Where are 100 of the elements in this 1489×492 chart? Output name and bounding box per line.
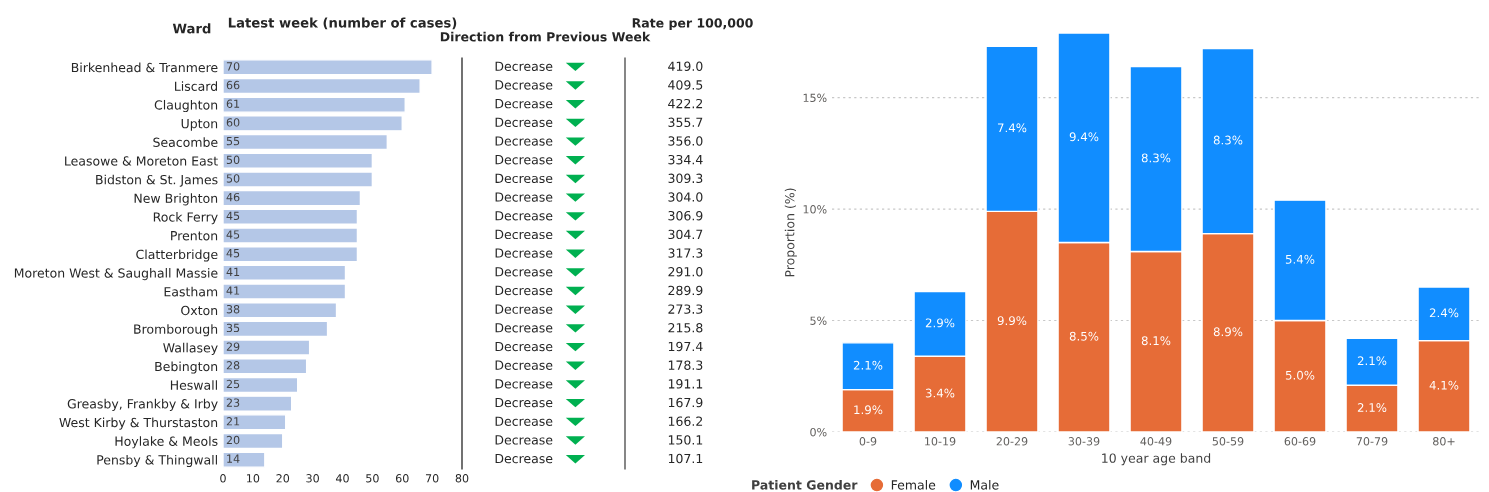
data-label: 2.1% [1357, 356, 1387, 366]
y-tick-label: Bebington [155, 361, 218, 374]
text: Decrease [495, 360, 553, 370]
text: 291.0 [668, 267, 703, 277]
data-label: 23 [226, 398, 240, 407]
data-label: 8.1% [1141, 336, 1171, 346]
data-label: 60 [226, 118, 240, 127]
bar [223, 414, 287, 431]
text: 273.3 [668, 304, 703, 314]
data-label: 50 [226, 174, 240, 183]
x-tick-label: 80+ [1433, 437, 1455, 446]
text: 166.2 [668, 416, 703, 426]
y-tick-label: 10% [803, 205, 827, 214]
bar [223, 245, 359, 263]
x-tick-label: 80 [455, 474, 469, 483]
y-tick-label: New Brighton [134, 193, 218, 206]
data-label: 7.4% [997, 123, 1027, 133]
y-tick-label: 0% [810, 427, 827, 437]
bar [223, 320, 329, 338]
data-label: 5.4% [1285, 254, 1315, 264]
text: 191.1 [668, 379, 703, 389]
data-label: 8.3% [1213, 135, 1243, 145]
legend-title: Patient Gender [752, 479, 858, 490]
data-label: 61 [226, 99, 240, 108]
text: Decrease [495, 416, 553, 426]
x-tick-label: 60 [395, 474, 409, 483]
data-label: 29 [226, 342, 240, 351]
y-tick-label: Seacombe [153, 137, 218, 147]
x-tick-label: 0-9 [859, 437, 877, 446]
text: 289.9 [668, 285, 703, 296]
data-label: 8.9% [1213, 327, 1243, 337]
text: Decrease [495, 267, 553, 277]
bar [223, 189, 362, 207]
data-label: 55 [226, 137, 240, 146]
data-label: 2.1% [853, 360, 883, 370]
text: Decrease [495, 61, 553, 71]
y-tick-label: Bidston & St. James [96, 174, 218, 187]
data-label: 2.9% [925, 318, 955, 328]
y-tick-label: Prenton [171, 231, 218, 241]
bar [223, 339, 311, 356]
bar [223, 115, 403, 132]
text: 107.1 [668, 453, 703, 464]
bar [223, 152, 374, 169]
text: 197.4 [668, 341, 703, 352]
text: 215.8 [668, 323, 703, 333]
data-label: 9.4% [1069, 132, 1099, 142]
text: Decrease [495, 397, 553, 408]
data-label: 45 [226, 211, 240, 221]
y-axis-title: Proportion (%) [784, 188, 797, 277]
x-tick-label: 40 [335, 474, 349, 483]
x-tick-label: 20-29 [996, 437, 1028, 446]
x-tick-label: 0 [220, 474, 226, 483]
y-tick-label: Clatterbridge [136, 249, 218, 262]
data-label: 35 [226, 323, 240, 333]
text: 422.2 [668, 98, 703, 109]
bar [223, 302, 338, 319]
x-tick-label: 30-39 [1068, 437, 1100, 446]
data-label: 41 [226, 267, 240, 276]
text: 334.4 [668, 154, 703, 165]
text: 304.7 [668, 229, 703, 240]
y-tick-label: Bromborough [134, 324, 218, 337]
data-label: 46 [226, 192, 240, 202]
data-label: 3.4% [925, 388, 955, 398]
y-tick-label: Leasowe & Moreton East [65, 156, 218, 166]
bar [223, 133, 389, 151]
text: Decrease [495, 229, 553, 240]
text: Decrease [495, 341, 553, 352]
text: Decrease [495, 454, 553, 464]
text: Decrease [495, 379, 553, 389]
y-tick-label: Liscard [175, 81, 217, 91]
data-label: 8.3% [1141, 153, 1171, 163]
y-tick-label: Eastham [164, 286, 218, 297]
y-tick-label: Heswall [170, 380, 217, 390]
text: 304.0 [668, 192, 703, 202]
x-tick-label: 20 [276, 474, 290, 483]
y-tick-label: Birkenhead & Tranmere [71, 62, 218, 73]
y-tick-label: West Kirby & Thurstaston [59, 417, 218, 430]
x-tick-label: 50-59 [1212, 437, 1244, 446]
x-tick-label: 10-19 [925, 437, 956, 446]
data-label: 41 [226, 286, 240, 295]
text: 355.7 [668, 117, 703, 128]
y-tick-label: 5% [810, 316, 827, 325]
data-label: 1.9% [854, 405, 883, 415]
x-tick-label: 50 [366, 474, 379, 483]
data-label: 45 [226, 249, 240, 258]
x-tick-label: 70-79 [1356, 437, 1388, 446]
y-tick-label: Moreton West & Saughall Massie [14, 268, 218, 281]
text: Decrease [495, 435, 553, 445]
text: Decrease [495, 323, 553, 333]
bar [223, 432, 284, 450]
x-axis-title: 10 year age band [1102, 453, 1211, 466]
y-tick-label: Greasby, Frankby & Irby [67, 398, 218, 411]
bar [223, 395, 293, 412]
y-tick-label: Claughton [154, 99, 218, 113]
x-tick-label: 60-69 [1284, 437, 1316, 446]
text: Direction from Previous Week [440, 31, 651, 42]
bar [223, 376, 299, 394]
legend-label: Male [970, 479, 999, 490]
data-label: 2.1% [1357, 403, 1387, 413]
text: Decrease [495, 99, 553, 109]
